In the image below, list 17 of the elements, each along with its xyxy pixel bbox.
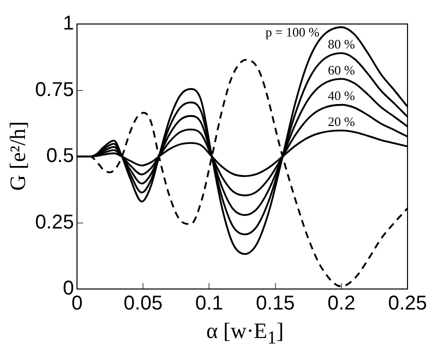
- x-tick-label: 0.2: [328, 292, 356, 315]
- x-tick-label: 0.25: [388, 292, 428, 315]
- series-label: 80 %: [328, 36, 356, 52]
- y-tick-label: 0.25: [35, 211, 74, 234]
- x-axis-title: α [w·E$_{1}$]: [205, 318, 285, 348]
- x-tick-label: 0.1: [195, 292, 224, 315]
- series-label: 60 %: [328, 62, 356, 78]
- y-tick-label: 1: [62, 12, 74, 35]
- series-label: 40 %: [328, 88, 356, 104]
- y-tick-label: 0: [62, 278, 74, 300]
- series-label: p = 100 %: [266, 24, 320, 40]
- x-tick-label: 0.05: [124, 292, 163, 315]
- series-label: 20 %: [328, 114, 356, 129]
- y-axis-title: G [e²/h]: [5, 121, 31, 191]
- y-tick-label: 0.5: [46, 145, 74, 168]
- y-tick-label: 0.75: [35, 78, 74, 101]
- x-tick-label: 0.15: [256, 292, 295, 315]
